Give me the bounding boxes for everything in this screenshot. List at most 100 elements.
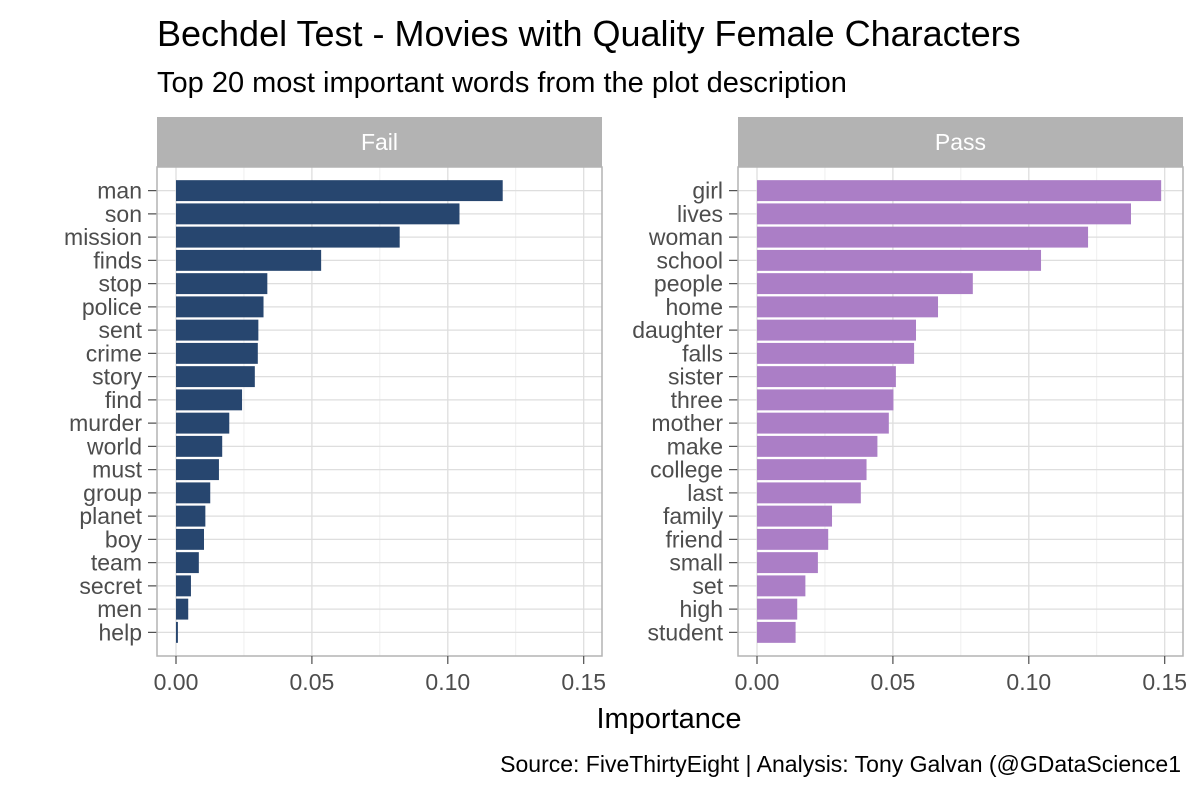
bar-make [757,435,878,457]
category-label: student [648,619,724,645]
x-axis-title: Importance [596,703,741,735]
panel-fail: Fail mansonmissionfindsstoppolicesentcrim… [64,117,606,695]
chart-title: Bechdel Test - Movies with Quality Femal… [157,13,1021,54]
bar-group [176,482,211,504]
category-label: daughter [632,317,723,343]
category-label: help [99,619,142,645]
bar-falls [757,342,915,364]
category-label: small [669,550,723,576]
bar-man [176,180,503,202]
facet-panels: Fail mansonmissionfindsstoppolicesentcrim… [64,117,1187,695]
bar-lives [757,203,1131,225]
category-label: find [105,387,142,413]
panel-border [156,166,603,657]
category-label: son [105,201,142,227]
category-label: mission [64,224,142,250]
category-label: police [82,294,142,320]
bar-home [757,296,939,318]
category-label: stop [99,271,142,297]
category-label: lives [677,201,723,227]
category-label: set [692,573,723,599]
category-label: must [92,457,142,483]
category-label: woman [648,224,723,250]
category-label: crime [86,340,142,366]
bar-must [176,459,219,481]
bar-school [757,249,1042,271]
bar-girl [757,180,1162,202]
category-label: planet [79,503,142,529]
bar-secret [176,575,191,597]
category-label: three [671,387,723,413]
bar-crime [176,342,258,364]
category-label: boy [105,526,143,552]
x-tick-label: 0.05 [290,669,335,695]
bar-boy [176,528,204,550]
strip-background [157,117,602,167]
bar-friend [757,528,829,550]
bar-murder [176,412,230,434]
bar-three [757,389,894,411]
bar-college [757,459,867,481]
chart-caption: Source: FiveThirtyEight | Analysis: Tony… [500,751,1181,777]
x-tick-label: 0.05 [871,669,916,695]
bar-world [176,435,223,457]
category-label: family [663,503,724,529]
x-tick-label: 0.00 [735,669,780,695]
bar-mission [176,226,400,248]
category-label: last [687,480,723,506]
bar-sister [757,366,896,388]
category-label: murder [69,410,142,436]
category-label: man [97,178,142,204]
category-label: secret [79,573,142,599]
panel-border [737,166,1184,657]
bar-people [757,273,973,295]
bar-woman [757,226,1089,248]
category-label: high [680,596,723,622]
category-label: college [650,457,723,483]
bar-men [176,598,189,620]
strip-label: Pass [935,129,986,155]
bar-help [176,621,178,643]
bar-planet [176,505,206,527]
x-tick-label: 0.10 [1006,669,1051,695]
x-tick-label: 0.10 [425,669,470,695]
bar-sent [176,319,259,341]
bar-daughter [757,319,917,341]
category-label: mother [651,410,723,436]
bar-team [176,552,199,574]
bar-set [757,575,806,597]
category-label: school [657,247,723,273]
x-tick-label: 0.15 [561,669,606,695]
category-label: story [92,364,142,390]
bar-last [757,482,861,504]
category-label: falls [682,340,723,366]
category-label: home [665,294,723,320]
category-label: sent [99,317,143,343]
chart-subtitle: Top 20 most important words from the plo… [157,67,847,99]
category-label: team [91,550,142,576]
bar-family [757,505,833,527]
x-tick-label: 0.00 [154,669,199,695]
panel-pass: Pass girlliveswomanschoolpeoplehomedaught… [632,117,1187,695]
category-label: make [667,433,723,459]
bar-police [176,296,264,318]
x-tick-label: 0.15 [1142,669,1187,695]
strip-background [738,117,1183,167]
category-label: people [654,271,723,297]
category-label: girl [692,178,723,204]
bar-story [176,366,255,388]
bar-student [757,621,796,643]
bar-son [176,203,460,225]
category-label: men [97,596,142,622]
bar-small [757,552,818,574]
bar-find [176,389,243,411]
bar-mother [757,412,889,434]
strip-label: Fail [361,129,398,155]
category-label: world [86,433,142,459]
category-label: friend [665,526,723,552]
bar-stop [176,273,268,295]
bar-high [757,598,798,620]
category-label: finds [93,247,142,273]
category-label: group [83,480,142,506]
